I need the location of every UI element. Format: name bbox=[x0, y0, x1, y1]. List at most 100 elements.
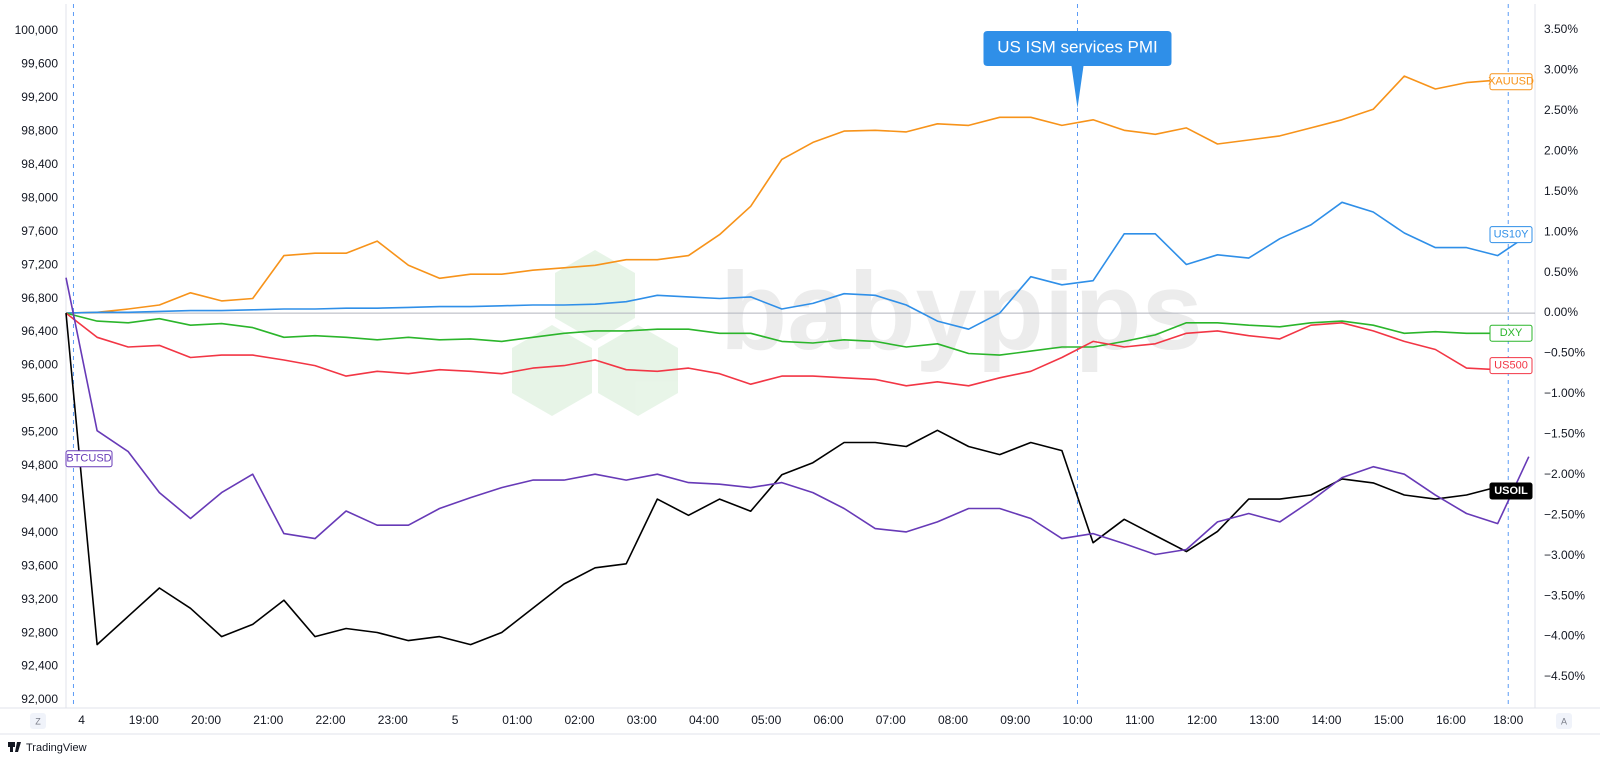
series-label-box bbox=[65, 450, 113, 468]
y-tick-label: 95,600 bbox=[21, 391, 58, 405]
series-label: US10Y bbox=[1489, 226, 1533, 244]
y-tick-label: 98,400 bbox=[21, 157, 58, 171]
y2-tick-label: −2.50% bbox=[1544, 507, 1585, 521]
series-line bbox=[65, 75, 1529, 314]
series-label-box bbox=[1489, 482, 1533, 500]
series-label: USOIL bbox=[1489, 482, 1533, 500]
y-tick-label: 94,000 bbox=[21, 525, 58, 539]
x-tick-label: 04:00 bbox=[689, 713, 719, 727]
chart-layer: 92,000 92,400 92,800 93,200 93,600 94,000 94,4… bbox=[15, 4, 1585, 727]
y-tick-label: 94,400 bbox=[21, 491, 58, 505]
y2-tick-label: 0.50% bbox=[1544, 265, 1578, 279]
x-tick-label: 12:00 bbox=[1187, 713, 1217, 727]
series-label-text: US10Y bbox=[1494, 229, 1530, 241]
series-label: BTCUSD bbox=[65, 450, 113, 468]
x-tick-label: 02:00 bbox=[565, 713, 595, 727]
y2-tick-label: 3.00% bbox=[1544, 63, 1578, 77]
series-label-box bbox=[1489, 324, 1533, 342]
y-tick-label: 93,600 bbox=[21, 558, 58, 572]
y2-tick-label: −4.50% bbox=[1544, 669, 1585, 683]
annotation: US ISM services PMI bbox=[983, 31, 1172, 108]
series-label: DXY bbox=[1489, 324, 1533, 342]
x-tick-label: 23:00 bbox=[378, 713, 408, 727]
y-tick-label: 100,000 bbox=[15, 23, 59, 37]
button[interactable] bbox=[1556, 713, 1572, 729]
series-label-box bbox=[1489, 226, 1533, 244]
x-tick-label: 15:00 bbox=[1374, 713, 1404, 727]
x-tick-label: 4 bbox=[78, 713, 85, 727]
button-label[interactable]: A bbox=[1561, 716, 1567, 726]
series-label-text: USOIL bbox=[1494, 485, 1528, 497]
x-tick-label: 21:00 bbox=[253, 713, 283, 727]
y2-tick-label: 1.50% bbox=[1544, 184, 1578, 198]
y-tick-label: 92,400 bbox=[21, 659, 58, 673]
x-tick-label: 19:00 bbox=[129, 713, 159, 727]
y2-tick-label: 1.00% bbox=[1544, 224, 1578, 238]
x-tick-label: 20:00 bbox=[191, 713, 221, 727]
series-line bbox=[65, 313, 1529, 646]
y-tick-label: 99,200 bbox=[21, 90, 58, 104]
y-tick-label: 93,200 bbox=[21, 592, 58, 606]
x-tick-label: 08:00 bbox=[938, 713, 968, 727]
y-tick-label: 97,600 bbox=[21, 224, 58, 238]
x-tick-label: 14:00 bbox=[1311, 713, 1341, 727]
button-label[interactable]: Z bbox=[35, 716, 41, 726]
annotation-box bbox=[983, 31, 1172, 108]
series-line bbox=[65, 201, 1530, 330]
series-label-text: US500 bbox=[1494, 360, 1528, 372]
y-tick-label: 92,800 bbox=[21, 625, 58, 639]
x-tick-label: 01:00 bbox=[502, 713, 532, 727]
series-label-text: DXY bbox=[1500, 327, 1523, 339]
y-tick-label: 98,800 bbox=[21, 124, 58, 138]
x-tick-label: 13:00 bbox=[1249, 713, 1279, 727]
footer-logo bbox=[8, 742, 21, 752]
series-line bbox=[65, 312, 1529, 356]
x-tick-label: 10:00 bbox=[1062, 713, 1092, 727]
y-tick-label: 99,600 bbox=[21, 57, 58, 71]
x-tick-label: 18:00 bbox=[1493, 713, 1523, 727]
y-tick-label: 97,200 bbox=[21, 257, 58, 271]
footer: TradingView bbox=[26, 742, 87, 754]
series-line bbox=[65, 277, 1530, 556]
button[interactable] bbox=[30, 713, 46, 729]
x-tick-label: 09:00 bbox=[1000, 713, 1030, 727]
y-tick-label: 96,000 bbox=[21, 358, 58, 372]
y2-tick-label: 2.50% bbox=[1544, 103, 1578, 117]
y-tick-label: 98,000 bbox=[21, 190, 58, 204]
x-tick-label: 07:00 bbox=[876, 713, 906, 727]
y2-tick-label: −4.00% bbox=[1544, 629, 1585, 643]
y-tick-label: 96,800 bbox=[21, 291, 58, 305]
y2-tick-label: −3.00% bbox=[1544, 548, 1585, 562]
y2-tick-label: −0.50% bbox=[1544, 346, 1585, 360]
y2-tick-label: −1.50% bbox=[1544, 427, 1585, 441]
watermark: babypips bbox=[720, 250, 1203, 373]
x-tick-label: 16:00 bbox=[1436, 713, 1466, 727]
y-tick-label: 95,200 bbox=[21, 425, 58, 439]
annotation-text: US ISM services PMI bbox=[997, 37, 1158, 56]
x-tick-label: 11:00 bbox=[1125, 713, 1154, 727]
y2-tick-label: 3.50% bbox=[1544, 22, 1578, 36]
x-tick-label: 05:00 bbox=[751, 713, 781, 727]
series-label-box bbox=[1489, 357, 1533, 375]
series-label: US500 bbox=[1489, 357, 1533, 375]
y2-tick-label: 0.00% bbox=[1544, 305, 1578, 319]
y2-tick-label: −3.50% bbox=[1544, 588, 1585, 602]
y-tick-label: 94,800 bbox=[21, 458, 58, 472]
x-tick-label: 03:00 bbox=[627, 713, 657, 727]
y2-tick-label: −1.00% bbox=[1544, 386, 1585, 400]
y-tick-label: 96,400 bbox=[21, 324, 58, 338]
y2-tick-label: 2.00% bbox=[1544, 143, 1578, 157]
y2-tick-label: −2.00% bbox=[1544, 467, 1585, 481]
x-tick-label: 22:00 bbox=[316, 713, 346, 727]
x-tick-label: 5 bbox=[452, 713, 459, 727]
series-label-text: XAUUSD bbox=[1488, 76, 1534, 88]
series-line bbox=[65, 312, 1529, 387]
x-tick-label: 06:00 bbox=[813, 713, 843, 727]
series-label: XAUUSD bbox=[1488, 73, 1534, 91]
series-label-box bbox=[1489, 73, 1533, 91]
series-label-text: BTCUSD bbox=[66, 453, 111, 465]
y-tick-label: 92,000 bbox=[21, 692, 58, 706]
